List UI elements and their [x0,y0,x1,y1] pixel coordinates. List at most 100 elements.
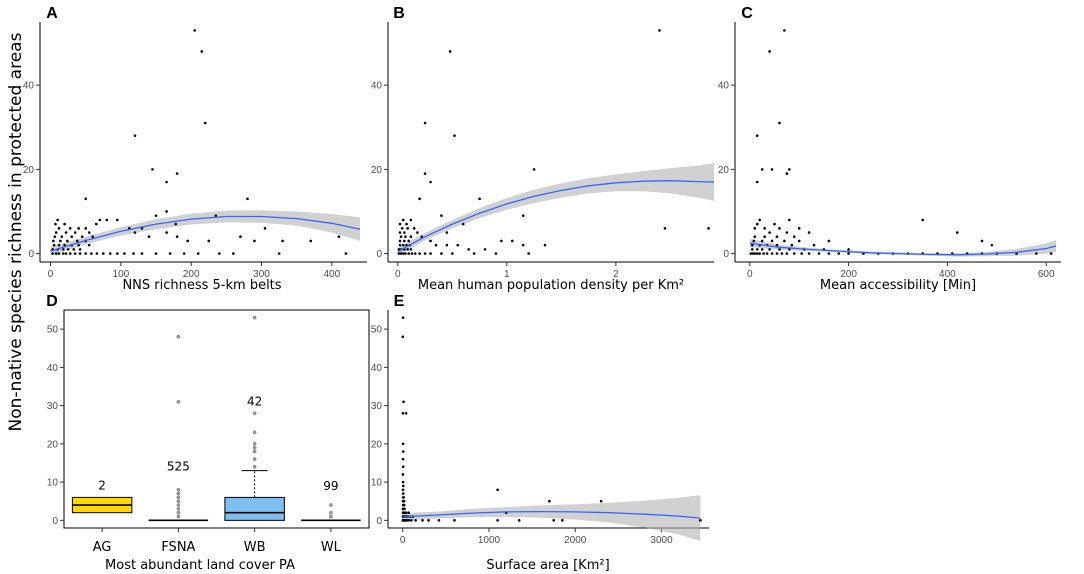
data-point [59,239,62,243]
data-point [752,239,756,243]
data-point [400,227,404,230]
y-tick-label: 0 [28,249,34,260]
data-point [750,243,754,247]
outlier-point [176,507,181,511]
data-point [770,239,774,243]
data-point [775,252,779,255]
data-point [812,243,816,247]
y-tick-label: 40 [47,363,59,374]
outlier-point [252,411,257,416]
data-point [407,239,411,243]
data-point [133,231,137,234]
data-point [398,243,402,247]
data-point [527,252,530,255]
data-point [755,180,759,184]
data-point [751,252,755,255]
data-point [401,411,405,415]
data-point [281,239,284,243]
data-point [91,235,95,239]
category-label: WB [244,540,266,555]
data-point [770,252,774,255]
data-point [56,218,59,222]
data-point [70,235,73,239]
data-point [955,231,959,234]
data-point [707,227,710,230]
x-axis-title: Mean human population density per Km² [418,278,684,293]
data-point [778,121,781,125]
outlier-point [329,510,333,515]
data-point [60,235,64,239]
data-point [404,235,407,239]
data-point [423,252,427,255]
data-point [762,252,765,255]
data-point [402,400,405,404]
data-point [461,222,465,226]
data-point [77,243,80,247]
data-point [133,134,137,137]
panel-letter: A [46,5,58,22]
data-point [399,252,403,255]
data-point [401,457,405,461]
data-point [218,252,221,255]
data-point [344,252,348,255]
data-point [418,197,421,201]
data-point [165,231,168,234]
data-point [788,168,791,171]
data-point [73,252,77,255]
data-point [543,243,547,247]
data-point [827,239,831,243]
data-point [421,519,424,522]
panel-e: E 0 10 20 30 40 50 0 1000 2000 3000 Surface area [K… [371,293,709,573]
data-point [401,335,405,339]
data-point [418,252,421,255]
data-point [66,239,69,243]
y-tick-label: 20 [718,165,730,176]
data-point [770,168,774,171]
data-point [407,511,411,515]
data-point [232,252,235,255]
data-point [817,252,821,255]
data-point [402,503,406,507]
data-point [483,248,487,251]
data-point [753,227,757,230]
outlier-point [176,487,181,492]
confidence-band [50,210,360,256]
data-point [406,227,409,230]
data-point [785,172,789,175]
data-point [414,519,417,522]
data-point [165,180,168,184]
data-point [116,252,119,255]
data-point [84,252,88,255]
data-point [797,239,801,243]
scatter-points [51,29,348,255]
data-point [768,231,771,234]
scatter-points [401,316,702,522]
y-tick-label: 10 [47,478,59,489]
data-point [403,239,406,243]
data-point [765,252,769,255]
outlier-point [176,499,181,504]
data-point [561,519,564,522]
data-point [423,172,427,175]
data-point [64,231,68,234]
data-point [401,480,405,484]
data-point [66,248,70,251]
x-axis-title: NNS richness 5-km belts [122,278,281,293]
data-point [412,227,416,230]
data-point [207,239,211,243]
data-point [154,252,158,255]
x-tick-label: 200 [840,269,857,280]
count-label: 99 [323,479,338,493]
data-point [472,252,476,255]
data-point [980,239,984,243]
data-point [214,214,218,217]
category-label: AG [93,540,112,555]
data-point [406,248,409,251]
data-point [409,519,413,522]
x-axis-title: Most abundant land cover PA [105,558,295,573]
data-point [407,252,411,255]
data-point [456,243,460,247]
panel-d: D 0 10 20 30 40 50 AG FSNA WB WL 2 525 42 99 Most abund… [46,293,370,573]
